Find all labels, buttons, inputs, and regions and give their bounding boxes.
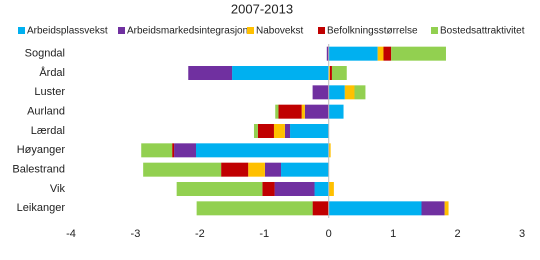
bar-segment — [330, 66, 332, 80]
y-tick-label: Årdal — [39, 66, 65, 79]
legend-swatch — [247, 27, 254, 34]
bar-segment — [195, 143, 329, 158]
legend-label: Bostedsattraktivitet — [440, 26, 525, 37]
y-tick-label: Luster — [34, 86, 65, 98]
bar-segment — [188, 66, 233, 80]
legend-label: Befolkningsstørrelse — [327, 26, 418, 37]
legend-label: Arbeidsplassvekst — [27, 26, 108, 37]
bar-segment — [290, 124, 329, 138]
bar-segment — [172, 143, 175, 158]
y-tick-label: Høyanger — [17, 144, 66, 156]
bar-segment — [221, 162, 249, 177]
legend-swatch — [18, 27, 25, 34]
bar-segment — [444, 201, 449, 216]
bar-segment — [281, 162, 329, 177]
legend-swatch — [118, 27, 125, 34]
bar-segment — [196, 201, 313, 216]
bar-segment — [354, 85, 366, 100]
bar-segment — [383, 46, 392, 61]
legend-swatch — [318, 27, 325, 34]
y-tick-label: Aurland — [27, 106, 65, 118]
x-tick-label: -2 — [195, 228, 205, 240]
legend-label: Nabovekst — [256, 26, 303, 37]
bar-segment — [304, 104, 329, 119]
bar-segment — [328, 182, 334, 196]
x-tick-label: 0 — [326, 228, 332, 240]
bar-segment — [344, 85, 355, 100]
bar-segment — [253, 124, 258, 138]
bar-segment — [301, 104, 305, 119]
bar-segment — [141, 143, 173, 158]
y-tick-label: Lærdal — [31, 125, 65, 137]
x-tick-label: 2 — [455, 228, 461, 240]
bar-segment — [248, 162, 265, 177]
x-tick-label: 1 — [390, 228, 396, 240]
chart-title: 2007-2013 — [231, 1, 293, 16]
bar-segment — [391, 46, 446, 61]
bar-segment — [274, 182, 315, 196]
x-tick-label: 3 — [519, 228, 525, 240]
y-tick-label: Vik — [50, 183, 66, 195]
y-tick-label: Leikanger — [17, 202, 66, 214]
bar-segment — [174, 143, 196, 158]
bar-segment — [328, 143, 331, 158]
bar-segment — [273, 124, 285, 138]
bar-segment — [331, 66, 347, 80]
bar-segment — [314, 182, 329, 196]
x-tick-label: -4 — [66, 228, 76, 240]
bar-segment — [421, 201, 445, 216]
bar-segment — [328, 201, 422, 216]
legend-swatch — [431, 27, 438, 34]
bar-segment — [275, 104, 279, 119]
bar-segment — [326, 46, 329, 61]
x-tick-label: -1 — [259, 228, 269, 240]
y-tick-label: Balestrand — [12, 164, 65, 176]
y-tick-label: Sogndal — [25, 48, 65, 60]
bar-segment — [264, 162, 282, 177]
bar-segment — [328, 104, 344, 119]
bar-segment — [257, 124, 274, 138]
bar-segment — [328, 85, 345, 100]
bar-segment — [176, 182, 263, 196]
bar-segment — [284, 124, 291, 138]
bar-segment — [328, 46, 378, 61]
bar-segment — [262, 182, 275, 196]
bar-segment — [328, 66, 331, 80]
bar-segment — [232, 66, 329, 80]
bar-segment — [278, 104, 302, 119]
x-tick-label: -3 — [131, 228, 141, 240]
legend-label: Arbeidsmarkedsintegrasjon — [127, 26, 248, 37]
bar-segment — [312, 201, 329, 216]
bar-segment — [377, 46, 384, 61]
bar-segment — [143, 162, 222, 177]
bar-segment — [312, 85, 329, 100]
